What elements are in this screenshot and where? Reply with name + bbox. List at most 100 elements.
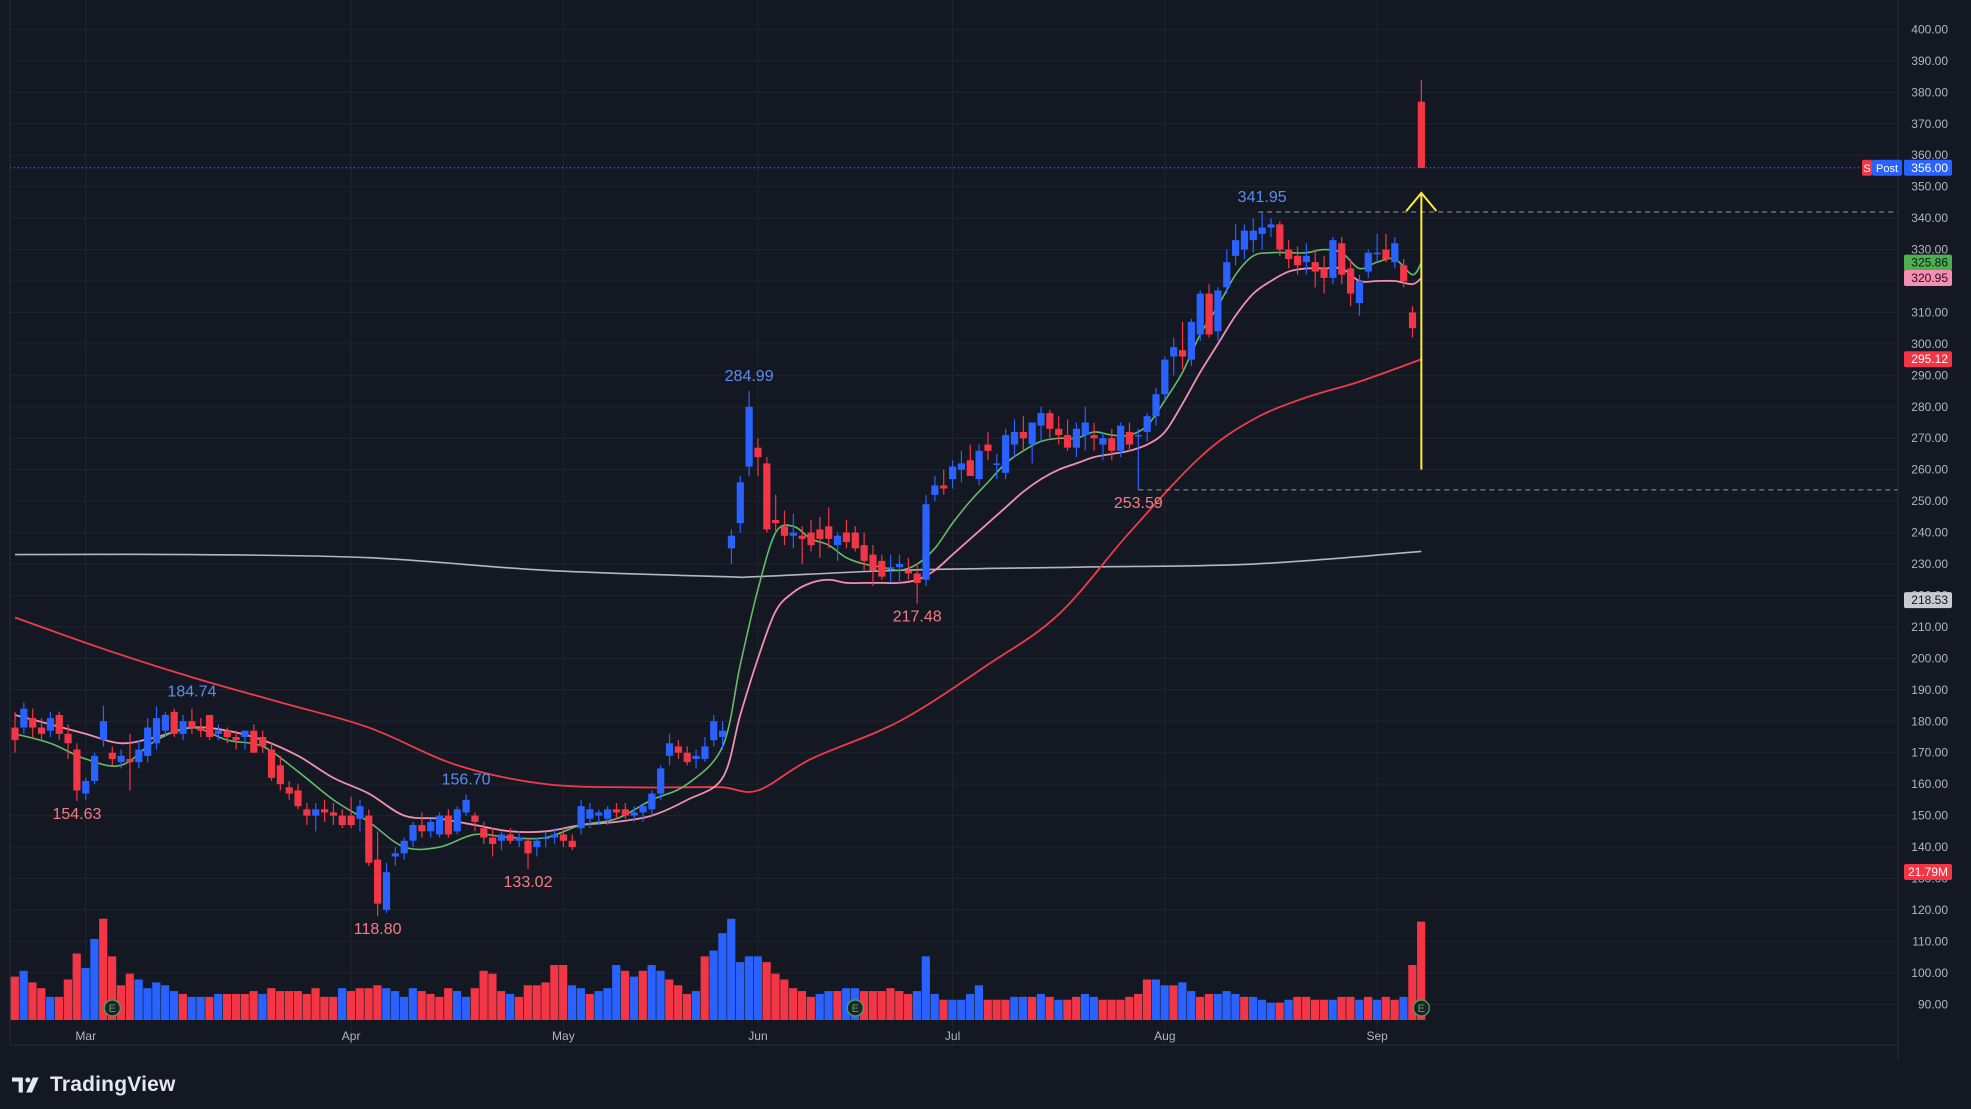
price-chart[interactable]: E E E 184.74 154.63 156.70 133.02 118.80 284.99… [0, 0, 1971, 1060]
candle [108, 746, 116, 766]
extreme-label-h2: 156.70 [442, 772, 491, 789]
extreme-label-l2: 133.02 [504, 874, 553, 891]
candle-body [825, 526, 833, 539]
candle [701, 736, 709, 763]
candle [1285, 240, 1293, 269]
volume-bar [550, 965, 559, 1020]
candle [1276, 221, 1284, 256]
ma-slow-badge: 295.12 [1911, 352, 1948, 366]
volume-bar [700, 956, 709, 1020]
volume-bar [10, 976, 19, 1020]
volume-bar [470, 988, 479, 1020]
price-tick-label: 160.00 [1911, 777, 1948, 791]
candle [780, 510, 789, 546]
candle [303, 803, 311, 826]
candle [1152, 387, 1160, 426]
candle [55, 711, 63, 741]
grid [10, 0, 1898, 1045]
volume-bar [948, 999, 957, 1020]
volume-bar [506, 993, 515, 1020]
candle-body [108, 752, 116, 759]
volume-bar [187, 996, 196, 1020]
candle-body [533, 840, 541, 848]
candle-body [745, 406, 753, 467]
candle [1302, 243, 1310, 275]
volume-bar [1089, 996, 1098, 1020]
candle [1055, 416, 1063, 445]
candle [1046, 409, 1054, 439]
candle-body [1063, 435, 1072, 448]
candle-body [1285, 249, 1293, 259]
candle [1293, 246, 1302, 275]
price-tick-label: 240.00 [1911, 526, 1948, 540]
candle [338, 809, 346, 829]
ma-mid-badge: 320.95 [1911, 271, 1948, 285]
ma-long-badge-bg [1904, 592, 1952, 609]
extreme-label-l5: 253.59 [1114, 495, 1163, 512]
candle [1373, 233, 1381, 263]
volume-bar [373, 985, 382, 1020]
candle [719, 721, 727, 750]
ma-long-line [14, 550, 1422, 579]
candle-body [1302, 255, 1310, 263]
candle-body [152, 718, 161, 744]
tradingview-logo-icon [12, 1077, 39, 1092]
volume-badge-bg [1904, 864, 1952, 880]
tradingview-logo[interactable]: TradingView [12, 1073, 176, 1097]
earnings-marker-label: E [109, 1003, 116, 1015]
candle-body [568, 840, 576, 848]
candle-body [515, 837, 523, 841]
volume-bar [762, 962, 771, 1020]
price-tick-label: 390.00 [1911, 54, 1948, 68]
volume-bar [559, 965, 568, 1020]
candle-body [1117, 425, 1125, 451]
candle [462, 794, 470, 816]
candle-body [1205, 293, 1213, 335]
volume-bar [1231, 993, 1240, 1020]
candle-body [1187, 321, 1195, 360]
candle [365, 809, 373, 866]
extreme-label-h3: 284.99 [725, 368, 774, 385]
volume-bar [833, 991, 842, 1020]
candle [1382, 233, 1390, 263]
candle [73, 743, 81, 802]
volume-bar [921, 956, 930, 1020]
candle-body [55, 714, 63, 734]
candle-body [966, 460, 974, 476]
candle-body [1072, 428, 1080, 448]
candle [99, 705, 108, 747]
volume-bar [497, 991, 506, 1020]
volume-bar [240, 993, 249, 1020]
candle [904, 557, 912, 580]
volume-bar [1080, 993, 1090, 1020]
candle-body [374, 859, 382, 904]
candle [515, 831, 523, 848]
time-tick-label: Jul [945, 1029, 960, 1043]
candle-body [1010, 431, 1019, 445]
volume-bar [974, 985, 984, 1020]
volume-bar [1355, 999, 1364, 1020]
candle [117, 749, 125, 769]
volume-bar [249, 991, 258, 1020]
volume-bar [895, 991, 904, 1020]
candle-body [82, 781, 90, 794]
candle-body [241, 730, 249, 737]
time-tick-label: Mar [75, 1029, 96, 1043]
volume-bar [957, 999, 966, 1020]
candle [427, 818, 435, 838]
price-tick-label: 300.00 [1911, 337, 1948, 351]
candle [948, 460, 957, 489]
candle-body [1108, 438, 1116, 451]
candle-body [895, 564, 904, 568]
candle [524, 837, 532, 869]
chart-frame[interactable]: E E E 184.74 154.63 156.70 133.02 118.80 284.99… [0, 0, 1971, 1060]
candle-body [276, 765, 284, 785]
volume-bar [231, 993, 241, 1020]
candle [1187, 318, 1195, 366]
candle-body [365, 815, 373, 863]
candle-body [1417, 101, 1425, 168]
volume-bar [258, 993, 267, 1020]
candle [1214, 287, 1222, 341]
volume-bar [54, 996, 64, 1020]
candle-body [135, 749, 143, 763]
